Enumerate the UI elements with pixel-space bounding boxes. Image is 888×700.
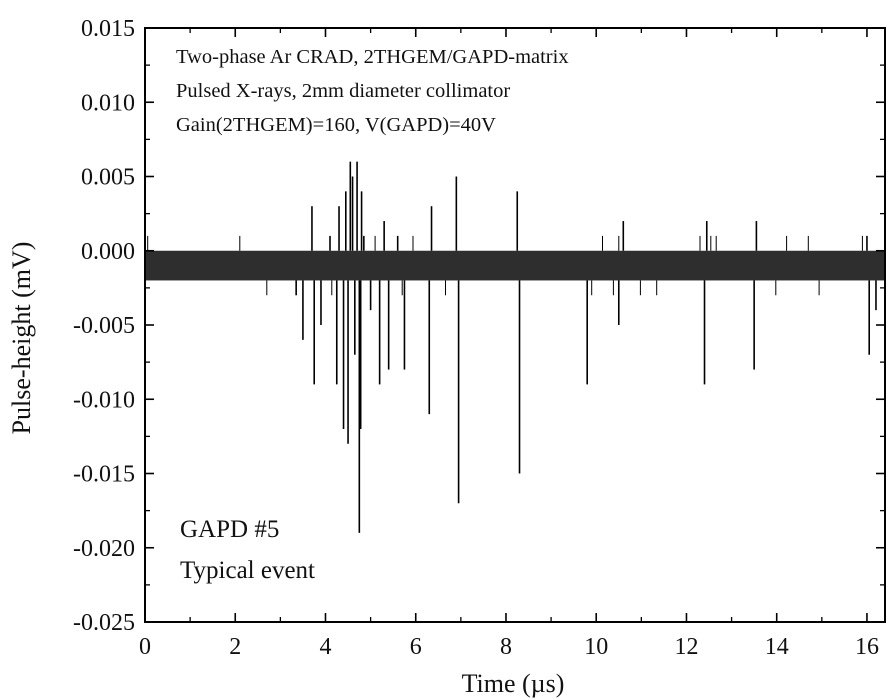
annotation-setup-line-1: Two-phase Ar CRAD, 2THGEM/GAPD-matrix	[176, 46, 569, 68]
x-tick-label: 4	[319, 634, 331, 660]
x-tick-label: 10	[584, 634, 608, 660]
x-tick-label: 14	[765, 634, 789, 660]
y-axis-label: Pulse-height (mV)	[7, 242, 36, 435]
plot-marks	[145, 161, 885, 533]
y-tick-label: 0.010	[81, 90, 135, 116]
x-tick-label: 2	[229, 634, 241, 660]
y-tick-label: 0.015	[81, 16, 135, 42]
noise-baseline-band	[145, 250, 885, 281]
noise-spikes	[147, 235, 863, 296]
annotation-event-type: Typical event	[180, 557, 315, 584]
y-tick-label: 0.000	[81, 239, 135, 265]
x-tick-label: 6	[410, 634, 422, 660]
y-tick-label: -0.025	[73, 610, 135, 636]
axis-ticks: 0 2 4 6 8 10 12 14 16 0.015 0.010 0.005 0.000 -0.005 -…	[73, 16, 885, 660]
x-axis-label: Time (µs)	[462, 669, 565, 698]
y-tick-label: -0.010	[73, 387, 135, 413]
y-tick-label: -0.020	[73, 536, 135, 562]
annotation-setup-line-3: Gain(2THGEM)=160, V(GAPD)=40V	[176, 114, 496, 136]
y-tick-label: -0.005	[73, 313, 135, 339]
annotation-detector-id: GAPD #5	[180, 516, 279, 543]
annotation-setup-line-2: Pulsed X-rays, 2mm diameter collimator	[176, 80, 510, 102]
y-tick-label: 0.005	[81, 165, 135, 191]
x-tick-label: 8	[500, 634, 512, 660]
x-tick-label: 0	[139, 634, 151, 660]
x-tick-label: 12	[674, 634, 698, 660]
x-tick-label: 16	[855, 634, 879, 660]
y-tick-label: -0.015	[73, 462, 135, 488]
